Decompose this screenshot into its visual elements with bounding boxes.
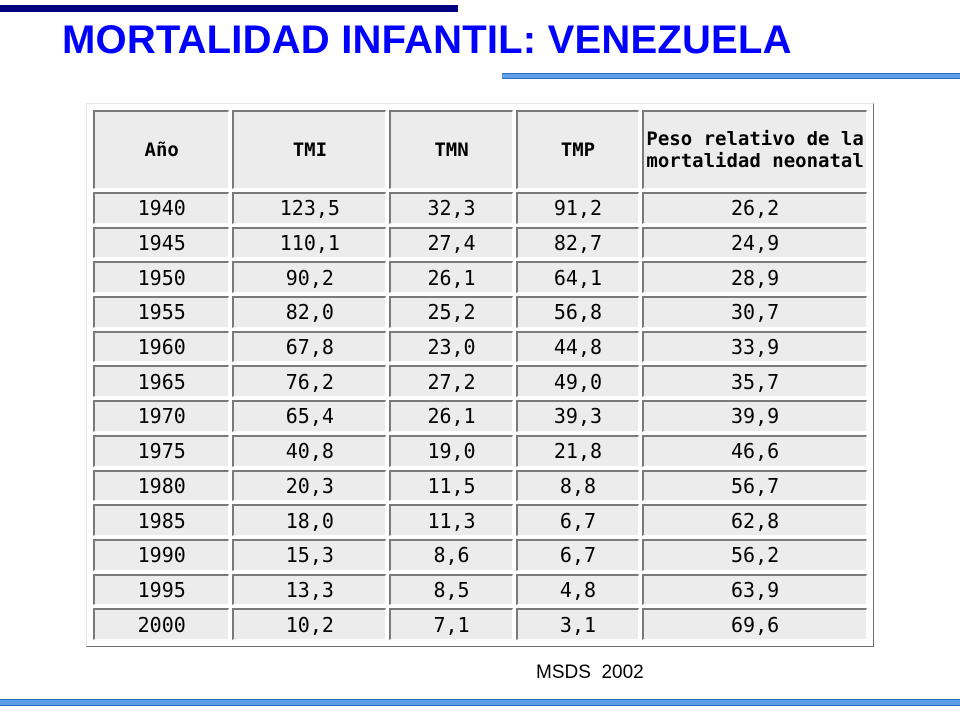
cell-tmn: 27,4 xyxy=(389,226,513,259)
cell-year: 1960 xyxy=(93,330,230,363)
mortality-table: Año TMI TMN TMP Peso relativo de la mort… xyxy=(90,107,870,643)
cell-neonatal-weight: 26,2 xyxy=(642,192,867,224)
cell-tmp: 82,7 xyxy=(515,226,640,259)
table-row: 1985 18,0 11,3 6,7 62,8 xyxy=(93,504,867,536)
cell-tmp: 49,0 xyxy=(515,365,640,398)
source-citation: MSDS 2002 xyxy=(536,662,644,683)
table-row: 1955 82,0 25,2 56,8 30,7 xyxy=(93,296,867,328)
cell-tmp: 39,3 xyxy=(515,400,640,432)
cell-year: 1975 xyxy=(93,434,230,467)
mortality-table-frame: Año TMI TMN TMP Peso relativo de la mort… xyxy=(86,103,874,647)
top-accent-bar xyxy=(0,5,458,12)
cell-tmn: 32,3 xyxy=(389,192,513,224)
header-tmn: TMN xyxy=(389,110,513,189)
cell-tmi: 123,5 xyxy=(232,192,387,224)
table-row: 1965 76,2 27,2 49,0 35,7 xyxy=(93,365,867,398)
cell-tmn: 19,0 xyxy=(389,434,513,467)
table-row: 1950 90,2 26,1 64,1 28,9 xyxy=(93,261,867,294)
cell-neonatal-weight: 24,9 xyxy=(642,226,867,259)
table-row: 1995 13,3 8,5 4,8 63,9 xyxy=(93,573,867,606)
header-neonatal-weight: Peso relativo de la mortalidad neonatal xyxy=(642,110,867,189)
cell-tmi: 90,2 xyxy=(232,261,387,294)
table-row: 1980 20,3 11,5 8,8 56,7 xyxy=(93,469,867,502)
table-body: 1940 123,5 32,3 91,2 26,2 1945 110,1 27,4 82,7 24… xyxy=(93,192,867,640)
cell-tmn: 8,6 xyxy=(389,538,513,571)
cell-tmp: 56,8 xyxy=(515,296,640,328)
table-row: 1960 67,8 23,0 44,8 33,9 xyxy=(93,330,867,363)
cell-year: 1990 xyxy=(93,538,230,571)
table-row: 1940 123,5 32,3 91,2 26,2 xyxy=(93,192,867,224)
cell-tmp: 91,2 xyxy=(515,192,640,224)
cell-tmi: 82,0 xyxy=(232,296,387,328)
cell-tmi: 65,4 xyxy=(232,400,387,432)
cell-year: 2000 xyxy=(93,608,230,640)
cell-year: 1980 xyxy=(93,469,230,502)
cell-tmp: 6,7 xyxy=(515,504,640,536)
table-row: 2000 10,2 7,1 3,1 69,6 xyxy=(93,608,867,640)
cell-year: 1995 xyxy=(93,573,230,606)
cell-year: 1950 xyxy=(93,261,230,294)
cell-neonatal-weight: 63,9 xyxy=(642,573,867,606)
header-tmp: TMP xyxy=(515,110,640,189)
cell-tmn: 26,1 xyxy=(389,400,513,432)
cell-tmi: 10,2 xyxy=(232,608,387,640)
cell-tmp: 8,8 xyxy=(515,469,640,502)
cell-tmn: 25,2 xyxy=(389,296,513,328)
table-row: 1970 65,4 26,1 39,3 39,9 xyxy=(93,400,867,432)
cell-neonatal-weight: 62,8 xyxy=(642,504,867,536)
cell-tmn: 23,0 xyxy=(389,330,513,363)
slide-title: MORTALIDAD INFANTIL: VENEZUELA xyxy=(62,18,792,62)
cell-tmi: 20,3 xyxy=(232,469,387,502)
cell-neonatal-weight: 33,9 xyxy=(642,330,867,363)
cell-tmi: 40,8 xyxy=(232,434,387,467)
table-row: 1945 110,1 27,4 82,7 24,9 xyxy=(93,226,867,259)
cell-neonatal-weight: 28,9 xyxy=(642,261,867,294)
title-accent-bar xyxy=(502,73,960,79)
table-row: 1990 15,3 8,6 6,7 56,2 xyxy=(93,538,867,571)
cell-neonatal-weight: 56,2 xyxy=(642,538,867,571)
bottom-accent-bar xyxy=(0,699,960,706)
header-tmi: TMI xyxy=(232,110,387,189)
cell-neonatal-weight: 69,6 xyxy=(642,608,867,640)
cell-tmi: 18,0 xyxy=(232,504,387,536)
cell-tmp: 21,8 xyxy=(515,434,640,467)
cell-tmp: 6,7 xyxy=(515,538,640,571)
cell-year: 1985 xyxy=(93,504,230,536)
cell-neonatal-weight: 56,7 xyxy=(642,469,867,502)
cell-tmi: 13,3 xyxy=(232,573,387,606)
cell-tmi: 15,3 xyxy=(232,538,387,571)
cell-tmn: 11,3 xyxy=(389,504,513,536)
cell-tmp: 3,1 xyxy=(515,608,640,640)
header-year: Año xyxy=(93,110,230,189)
cell-year: 1940 xyxy=(93,192,230,224)
cell-tmp: 64,1 xyxy=(515,261,640,294)
cell-tmn: 7,1 xyxy=(389,608,513,640)
cell-year: 1965 xyxy=(93,365,230,398)
cell-neonatal-weight: 46,6 xyxy=(642,434,867,467)
cell-year: 1955 xyxy=(93,296,230,328)
cell-tmp: 4,8 xyxy=(515,573,640,606)
cell-tmn: 26,1 xyxy=(389,261,513,294)
cell-neonatal-weight: 35,7 xyxy=(642,365,867,398)
cell-tmn: 27,2 xyxy=(389,365,513,398)
cell-tmp: 44,8 xyxy=(515,330,640,363)
cell-tmi: 67,8 xyxy=(232,330,387,363)
cell-year: 1945 xyxy=(93,226,230,259)
cell-neonatal-weight: 39,9 xyxy=(642,400,867,432)
cell-tmn: 11,5 xyxy=(389,469,513,502)
cell-neonatal-weight: 30,7 xyxy=(642,296,867,328)
header-row: Año TMI TMN TMP Peso relativo de la mort… xyxy=(93,110,867,189)
table-row: 1975 40,8 19,0 21,8 46,6 xyxy=(93,434,867,467)
cell-tmn: 8,5 xyxy=(389,573,513,606)
cell-tmi: 110,1 xyxy=(232,226,387,259)
cell-year: 1970 xyxy=(93,400,230,432)
cell-tmi: 76,2 xyxy=(232,365,387,398)
